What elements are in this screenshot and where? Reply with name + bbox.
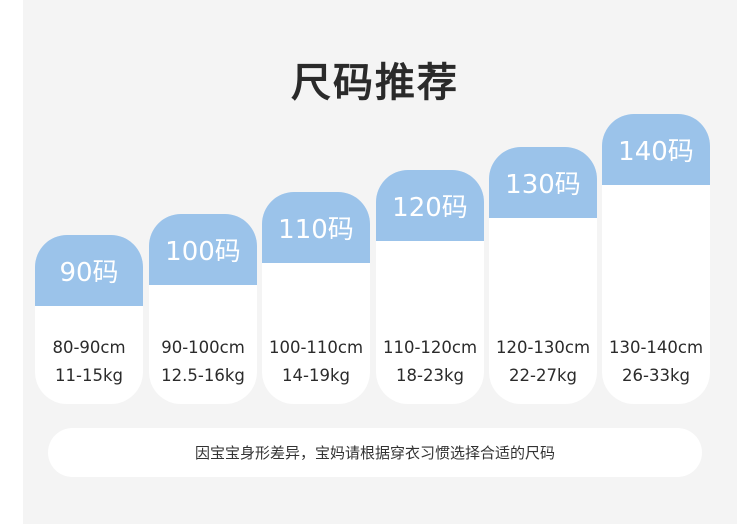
weight-range: 11-15kg [55,366,123,385]
size-card-140: 140码 130-140cm 26-33kg [602,114,710,404]
page-title: 尺码推荐 [291,60,459,106]
size-note: 因宝宝身形差异，宝妈请根据穿衣习惯选择合适的尺码 [48,428,702,477]
height-range: 80-90cm [52,338,126,357]
weight-range: 22-27kg [509,366,577,385]
weight-range: 18-23kg [396,366,464,385]
size-card-100: 100码 90-100cm 12.5-16kg [149,214,257,404]
size-card-130: 130码 120-130cm 22-27kg [489,147,597,404]
height-range: 120-130cm [495,338,591,357]
size-label: 130码 [489,147,597,218]
weight-range: 12.5-16kg [161,366,245,385]
size-label: 90码 [35,235,143,306]
size-label: 140码 [602,114,710,185]
size-label: 100码 [149,214,257,285]
size-label: 120码 [376,170,484,241]
size-card-120: 120码 110-120cm 18-23kg [376,170,484,404]
weight-range: 14-19kg [282,366,350,385]
size-label: 110码 [262,192,370,263]
size-card-90: 90码 80-90cm 11-15kg [35,235,143,404]
size-card-110: 110码 100-110cm 14-19kg [262,192,370,404]
weight-range: 26-33kg [622,366,690,385]
height-range: 100-110cm [268,338,364,357]
height-range: 130-140cm [608,338,704,357]
height-range: 90-100cm [161,338,245,357]
height-range: 110-120cm [382,338,478,357]
